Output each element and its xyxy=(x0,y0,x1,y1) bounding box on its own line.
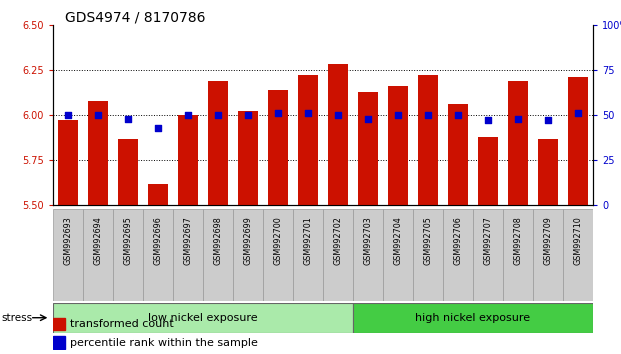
Bar xyxy=(563,209,593,301)
Point xyxy=(513,116,523,121)
Bar xyxy=(538,138,558,205)
Bar xyxy=(323,209,353,301)
Point xyxy=(243,112,253,118)
Point xyxy=(393,112,403,118)
Bar xyxy=(53,336,65,349)
Point xyxy=(93,112,103,118)
Point xyxy=(183,112,193,118)
Bar xyxy=(238,112,258,205)
Point xyxy=(453,112,463,118)
Text: GDS4974 / 8170786: GDS4974 / 8170786 xyxy=(65,11,206,25)
Bar xyxy=(413,209,443,301)
Text: GSM992701: GSM992701 xyxy=(304,216,312,265)
Bar xyxy=(178,115,197,205)
Bar xyxy=(478,137,498,205)
Text: GSM992704: GSM992704 xyxy=(394,216,402,265)
Text: GSM992699: GSM992699 xyxy=(243,216,252,265)
Bar xyxy=(298,75,318,205)
Bar xyxy=(88,101,107,205)
Bar xyxy=(83,209,113,301)
Bar xyxy=(53,318,65,330)
Bar xyxy=(143,209,173,301)
Bar xyxy=(388,86,408,205)
Point xyxy=(213,112,223,118)
Bar xyxy=(568,77,588,205)
Text: transformed count: transformed count xyxy=(70,319,174,329)
Point xyxy=(333,112,343,118)
Text: GSM992698: GSM992698 xyxy=(214,216,222,265)
Text: GSM992706: GSM992706 xyxy=(453,216,463,265)
Text: GSM992700: GSM992700 xyxy=(273,216,283,265)
Point xyxy=(423,112,433,118)
Bar xyxy=(118,138,138,205)
Bar xyxy=(263,209,293,301)
Text: GSM992705: GSM992705 xyxy=(424,216,432,265)
Point xyxy=(63,112,73,118)
Text: GSM992695: GSM992695 xyxy=(124,216,132,265)
Bar xyxy=(173,209,203,301)
Text: GSM992693: GSM992693 xyxy=(63,216,72,265)
Bar xyxy=(473,209,503,301)
Point xyxy=(123,116,133,121)
Bar xyxy=(353,303,593,333)
Bar xyxy=(448,104,468,205)
Bar xyxy=(203,209,233,301)
Bar xyxy=(113,209,143,301)
Bar xyxy=(53,303,353,333)
Bar xyxy=(293,209,323,301)
Bar xyxy=(148,184,168,205)
Bar xyxy=(443,209,473,301)
Bar xyxy=(508,81,528,205)
Text: low nickel exposure: low nickel exposure xyxy=(148,313,258,323)
Bar xyxy=(233,209,263,301)
Bar xyxy=(58,120,78,205)
Bar xyxy=(503,209,533,301)
Text: GSM992694: GSM992694 xyxy=(93,216,102,265)
Text: GSM992707: GSM992707 xyxy=(484,216,492,265)
Bar xyxy=(533,209,563,301)
Text: percentile rank within the sample: percentile rank within the sample xyxy=(70,338,258,348)
Text: stress: stress xyxy=(2,313,33,323)
Bar xyxy=(53,209,83,301)
Text: GSM992710: GSM992710 xyxy=(574,216,582,265)
Text: GSM992697: GSM992697 xyxy=(183,216,193,265)
Text: GSM992703: GSM992703 xyxy=(363,216,373,265)
Point xyxy=(543,118,553,123)
Bar xyxy=(418,75,438,205)
Bar xyxy=(268,90,288,205)
Text: GSM992696: GSM992696 xyxy=(153,216,162,265)
Bar xyxy=(383,209,413,301)
Bar xyxy=(328,64,348,205)
Point xyxy=(153,125,163,131)
Bar xyxy=(208,81,228,205)
Text: GSM992708: GSM992708 xyxy=(514,216,522,265)
Bar xyxy=(353,209,383,301)
Text: high nickel exposure: high nickel exposure xyxy=(415,313,530,323)
Bar xyxy=(358,92,378,205)
Text: GSM992702: GSM992702 xyxy=(333,216,342,265)
Point xyxy=(483,118,493,123)
Text: GSM992709: GSM992709 xyxy=(543,216,553,265)
Point xyxy=(303,110,313,116)
Point xyxy=(363,116,373,121)
Point xyxy=(573,110,583,116)
Point xyxy=(273,110,283,116)
